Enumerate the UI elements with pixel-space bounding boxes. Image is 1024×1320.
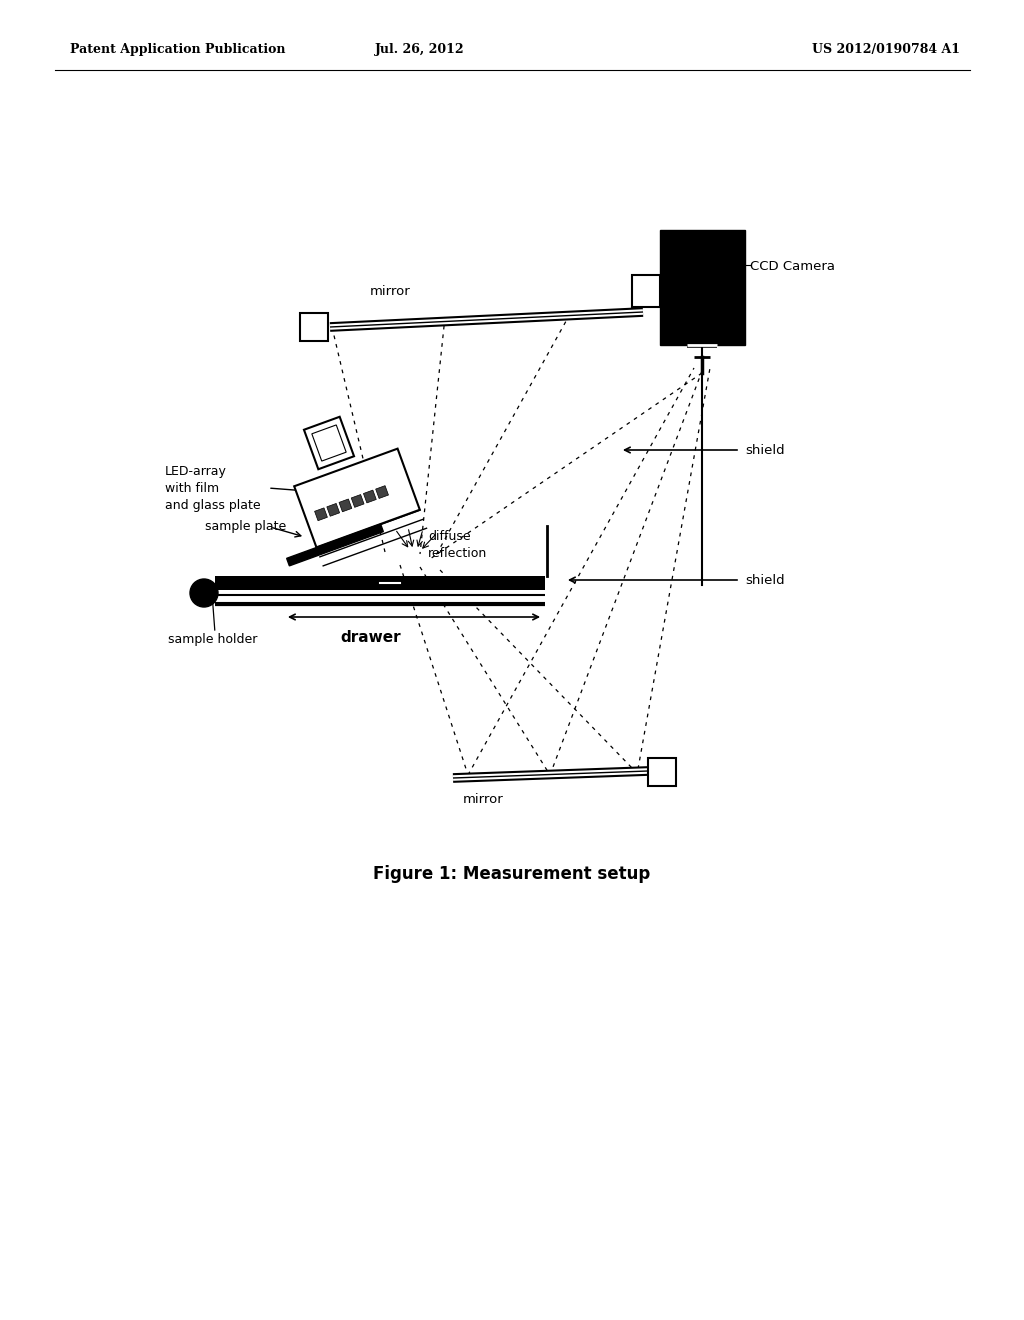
Polygon shape (312, 425, 346, 461)
Bar (327, 503, 340, 516)
Circle shape (190, 579, 218, 607)
Text: CCD Camera: CCD Camera (750, 260, 835, 273)
Bar (314, 508, 328, 520)
Text: diffuse: diffuse (428, 531, 471, 543)
Text: LED-array: LED-array (165, 465, 227, 478)
Text: Jul. 26, 2012: Jul. 26, 2012 (375, 44, 465, 57)
Bar (339, 499, 352, 512)
Bar (300, 313, 328, 341)
Polygon shape (304, 417, 354, 469)
Text: shield: shield (745, 573, 784, 586)
Bar (648, 758, 676, 785)
Text: Patent Application Publication: Patent Application Publication (70, 44, 286, 57)
Bar (632, 275, 660, 308)
Bar (215, 576, 545, 590)
Text: sample holder: sample holder (168, 634, 257, 645)
Text: drawer: drawer (340, 630, 400, 645)
Bar (351, 495, 365, 507)
Bar (376, 486, 388, 499)
Text: Figure 1: Measurement setup: Figure 1: Measurement setup (374, 865, 650, 883)
Polygon shape (287, 524, 383, 566)
Text: reflection: reflection (428, 546, 487, 560)
Bar (364, 490, 376, 503)
Polygon shape (294, 449, 420, 548)
Text: shield: shield (745, 444, 784, 457)
Text: US 2012/0190784 A1: US 2012/0190784 A1 (812, 44, 961, 57)
Text: with film: with film (165, 482, 219, 495)
Text: sample plate: sample plate (205, 520, 287, 533)
Bar (660, 230, 745, 345)
Text: and glass plate: and glass plate (165, 499, 261, 512)
Text: mirror: mirror (370, 285, 411, 298)
Text: mirror: mirror (463, 793, 504, 807)
